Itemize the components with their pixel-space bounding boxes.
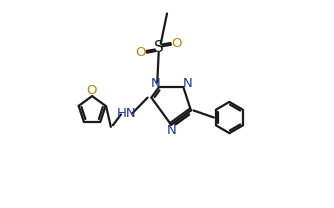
- Text: HN: HN: [117, 107, 136, 120]
- Text: O: O: [171, 37, 182, 50]
- Text: N: N: [167, 124, 176, 136]
- Text: O: O: [86, 84, 96, 97]
- Text: N: N: [183, 77, 192, 90]
- Text: N: N: [150, 77, 160, 90]
- Text: O: O: [136, 46, 146, 59]
- Text: S: S: [154, 40, 164, 55]
